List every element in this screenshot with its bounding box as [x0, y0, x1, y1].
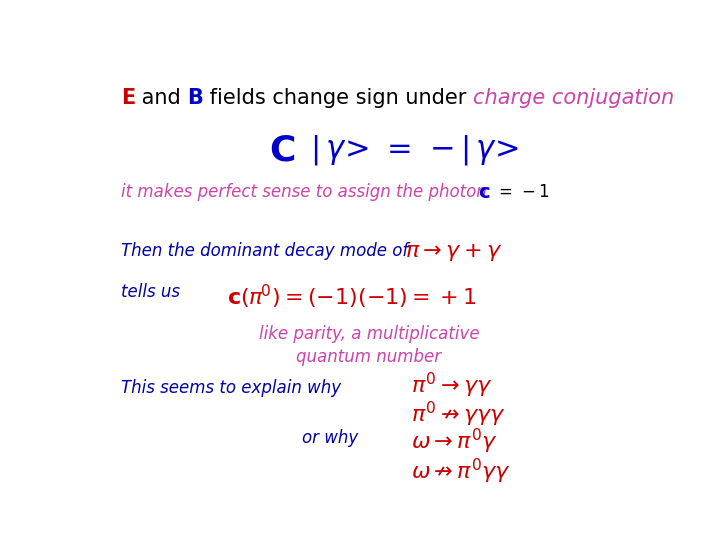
- Text: and: and: [135, 87, 187, 107]
- Text: $\omega \nrightarrow \pi^0\gamma\gamma$: $\omega \nrightarrow \pi^0\gamma\gamma$: [411, 456, 511, 485]
- Text: charge conjugation: charge conjugation: [473, 87, 675, 107]
- Text: This seems to explain why: This seems to explain why: [121, 379, 341, 397]
- Text: $\pi^0 \nrightarrow \gamma\gamma\gamma$: $\pi^0 \nrightarrow \gamma\gamma\gamma$: [411, 400, 505, 429]
- Text: $\omega \rightarrow \pi^0\gamma$: $\omega \rightarrow \pi^0\gamma$: [411, 427, 498, 456]
- Text: E: E: [121, 87, 135, 107]
- Text: Then the dominant decay mode of: Then the dominant decay mode of: [121, 241, 413, 260]
- Text: $|\,\gamma\!>\,=\,-|\,\gamma\!>$: $|\,\gamma\!>\,=\,-|\,\gamma\!>$: [310, 133, 520, 167]
- Text: like parity, a multiplicative: like parity, a multiplicative: [258, 325, 480, 343]
- Text: $\pi \rightarrow \gamma + \gamma$: $\pi \rightarrow \gamma + \gamma$: [405, 241, 503, 262]
- Text: B: B: [187, 87, 203, 107]
- Text: quantum number: quantum number: [297, 348, 441, 366]
- Text: tells us: tells us: [121, 283, 180, 301]
- Text: $\pi^0 \rightarrow \gamma\gamma$: $\pi^0 \rightarrow \gamma\gamma$: [411, 370, 492, 400]
- Text: it makes perfect sense to assign the photon: it makes perfect sense to assign the pho…: [121, 183, 492, 201]
- Text: $\mathbf{c}(\pi^{\!0}) = (-1)(-1) = +1$: $\mathbf{c}(\pi^{\!0}) = (-1)(-1) = +1$: [227, 283, 476, 311]
- Text: $\mathbf{c}$: $\mathbf{c}$: [478, 183, 490, 202]
- Text: $\mathbf{C}$: $\mathbf{C}$: [269, 133, 294, 167]
- Text: or why: or why: [302, 429, 359, 447]
- Text: $=\,-1$: $=\,-1$: [495, 183, 549, 201]
- Text: fields change sign under: fields change sign under: [203, 87, 473, 107]
